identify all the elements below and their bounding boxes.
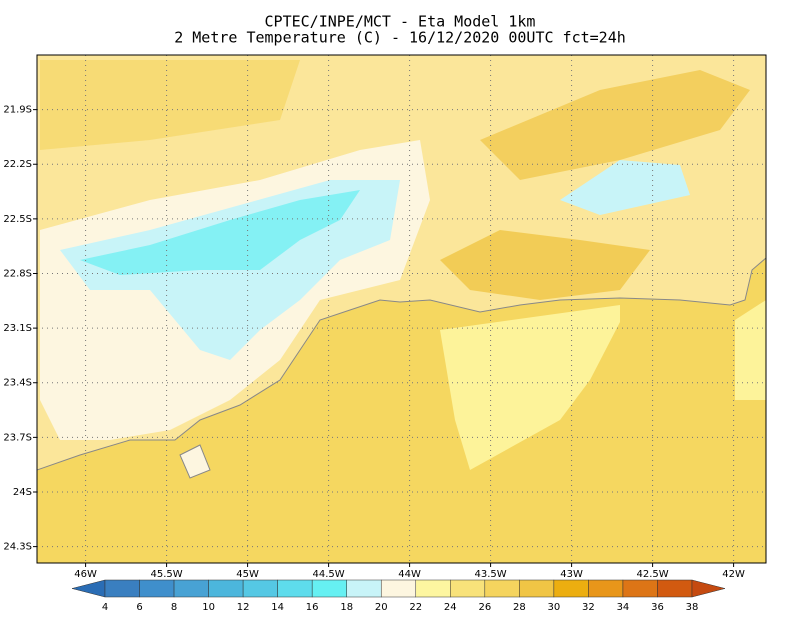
lat-tick-label: 24S xyxy=(13,487,32,498)
colorbar-label: 24 xyxy=(444,602,457,613)
colorbar-label: 30 xyxy=(548,602,561,613)
lon-tick-label: 42W xyxy=(722,569,745,580)
colorbar-label: 6 xyxy=(136,602,142,613)
lat-tick-label: 22.8S xyxy=(3,268,32,279)
colorbar-label: 14 xyxy=(271,602,284,613)
colorbar-box xyxy=(588,579,624,598)
lon-tick-label: 42.5W xyxy=(637,569,669,580)
island xyxy=(179,444,211,479)
lon-tick-label: 44W xyxy=(398,569,421,580)
lat-tick-label: 23.4S xyxy=(3,378,32,389)
colorbar-box xyxy=(519,579,555,598)
warm-area xyxy=(480,70,750,180)
colorbar-box xyxy=(553,579,589,598)
subtitle: 2 Metre Temperature (C) - 16/12/2020 00U… xyxy=(174,29,626,47)
lat-tick-label: 22.5S xyxy=(3,214,32,225)
colorbar-box xyxy=(311,579,347,598)
colorbar-box xyxy=(208,579,244,598)
colorbar-box xyxy=(484,579,520,598)
lat-tick-label: 24.3S xyxy=(3,542,32,553)
colorbar-label: 20 xyxy=(375,602,388,613)
colorbar-label: 12 xyxy=(237,602,250,613)
lat-tick-label: 23.1S xyxy=(3,323,32,334)
colorbar-label: 10 xyxy=(202,602,215,613)
colorbar-label: 22 xyxy=(409,602,422,613)
colorbar-box xyxy=(415,579,451,598)
colorbar-label: 32 xyxy=(582,602,595,613)
title: CPTEC/INPE/MCT - Eta Model 1km xyxy=(265,13,536,31)
lat-tick-label: 21.9S xyxy=(3,105,32,116)
colorbar-label: 34 xyxy=(617,602,630,613)
colorbar-box xyxy=(173,579,209,598)
colorbar-arrow xyxy=(71,579,106,598)
grid: 46W 45.5W 45W 44.5W 44W 43.5W 43W 42.5W 42W 21.9S… xyxy=(3,55,766,580)
plume xyxy=(440,305,620,470)
colorbar-label: 16 xyxy=(306,602,319,613)
plot-frame xyxy=(36,54,767,564)
plume xyxy=(735,300,766,400)
lon-tick-label: 45.5W xyxy=(151,569,183,580)
colorbar-label: 4 xyxy=(102,602,108,613)
lat-tick-label: 22.2S xyxy=(3,159,32,170)
colorbar-box xyxy=(242,579,278,598)
colorbar-label: 8 xyxy=(171,602,177,613)
colorbar-label: 28 xyxy=(513,602,526,613)
cool-area xyxy=(80,190,360,275)
colorbar-box xyxy=(139,579,175,598)
colorbar-box xyxy=(622,579,658,598)
colorbar: 4 6 8 10 12 14 16 18 20 22 24 26 28 30 32 34 36 38 xyxy=(71,579,726,613)
lon-tick-label: 45W xyxy=(236,569,259,580)
colorbar-arrow xyxy=(691,579,726,598)
colorbar-label: 38 xyxy=(686,602,699,613)
warm-area xyxy=(40,60,300,150)
colorbar-label: 36 xyxy=(651,602,664,613)
colorbar-box xyxy=(380,579,417,598)
lon-tick-label: 43.5W xyxy=(475,569,507,580)
cool-area xyxy=(560,160,690,215)
colorbar-box xyxy=(657,579,693,598)
colorbar-box xyxy=(104,579,140,598)
lon-tick-label: 43W xyxy=(560,569,583,580)
lon-tick-label: 46W xyxy=(74,569,97,580)
warm-area xyxy=(440,230,650,300)
colorbar-label: 18 xyxy=(340,602,353,613)
colorbar-box xyxy=(346,579,382,598)
colorbar-label: 26 xyxy=(478,602,491,613)
lon-tick-label: 44.5W xyxy=(313,569,345,580)
colorbar-box xyxy=(450,579,486,598)
map xyxy=(37,55,766,563)
lat-tick-label: 23.7S xyxy=(3,432,32,443)
colorbar-box xyxy=(277,579,313,598)
